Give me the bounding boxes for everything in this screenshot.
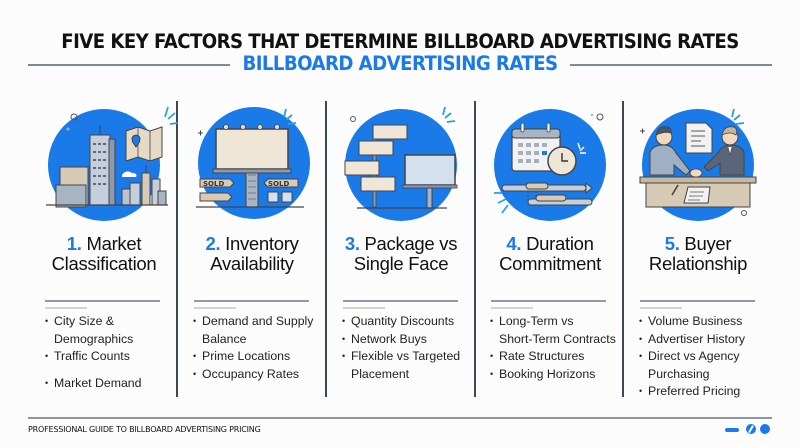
slashed-dot-icon [746, 424, 756, 434]
bullet-item: Booking Horizons [490, 366, 616, 384]
svg-text:SOLD: SOLD [203, 180, 224, 188]
factor-bullets: Quantity Discounts Network Buys Flexible… [342, 313, 460, 383]
city-map-icon [30, 95, 179, 225]
heading-rule [640, 300, 755, 302]
factor-heading: 5. Buyer Relationship [648, 233, 748, 274]
factor-heading: 4. Duration Commitment [499, 233, 601, 274]
column-divider [176, 101, 178, 397]
column-divider [622, 101, 624, 397]
heading-rule [194, 300, 309, 302]
column-divider [474, 101, 476, 397]
column-divider [325, 101, 327, 397]
factor-heading: 2. Inventory Availability [205, 233, 299, 274]
heading-rule-accent [343, 307, 385, 309]
factor-heading: 3. Package vs Single Face [344, 233, 458, 274]
multiple-billboards-icon [327, 95, 475, 225]
heading-rule-accent [194, 307, 236, 309]
page-subtitle: BILLBOARD ADVERTISING RATES [242, 52, 558, 75]
bullet-item: Volume Business [639, 313, 745, 331]
heading-rule [491, 300, 606, 302]
subtitle-rule-left [28, 64, 231, 66]
heading-rule [343, 300, 458, 302]
subtitle-row: BILLBOARD ADVERTISING RATES [0, 52, 800, 78]
footer-decoration [725, 424, 773, 436]
factor-bullets: Volume Business Advertiser History Direc… [639, 313, 745, 401]
handshake-icon [624, 95, 772, 225]
billboard-sold-icon: SOLD SOLD [178, 95, 326, 225]
bullet-item: Prime Locations [193, 348, 313, 366]
calendar-clock-icon [476, 95, 624, 225]
heading-rule [45, 300, 160, 302]
bullet-item: Rate Structures [490, 348, 616, 366]
bullet-item: Occupancy Rates [193, 366, 313, 384]
bullet-item: Preferred Pricing [639, 383, 745, 401]
bullet-item: City Size &Demographics [45, 313, 141, 348]
heading-rule-accent [491, 307, 533, 309]
dash-icon [725, 428, 739, 432]
bullet-item: Quantity Discounts [342, 313, 460, 331]
footer-rule [28, 417, 772, 419]
subtitle-rule-right [569, 64, 772, 66]
svg-text:SOLD: SOLD [268, 180, 289, 188]
bullet-item: Network Buys [342, 331, 460, 349]
bullet-item: Traffic Counts [45, 348, 141, 366]
heading-rule-accent [45, 307, 87, 309]
heading-rule-accent [640, 307, 682, 309]
page-title: FIVE KEY FACTORS THAT DETERMINE BILLBOAR… [61, 30, 739, 53]
factor-bullets: City Size &Demographics Traffic Counts M… [45, 313, 141, 392]
footer-text: PROFESSIONAL GUIDE TO BILLBOARD ADVERTIS… [28, 425, 261, 434]
factor-heading: 1. Market Classification [51, 233, 157, 274]
dot-icon [760, 424, 770, 434]
bullet-item: Market Demand [45, 375, 141, 393]
bullet-item: Advertiser History [639, 331, 745, 349]
